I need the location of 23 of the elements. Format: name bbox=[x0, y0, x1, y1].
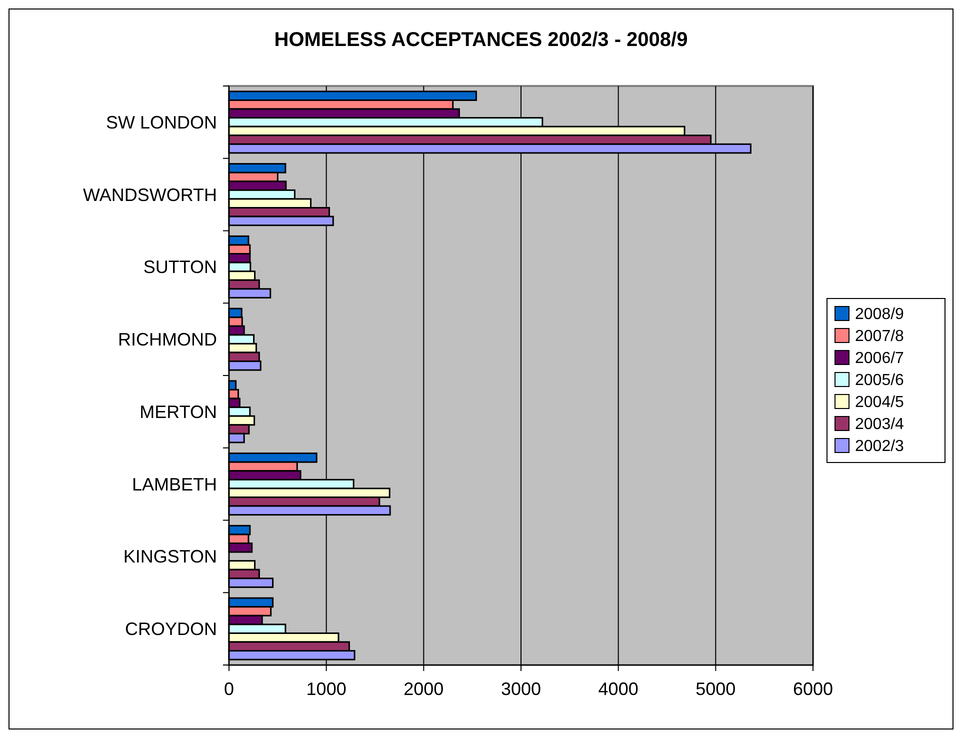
legend-label: 2008/9 bbox=[855, 306, 904, 324]
legend-label: 2004/5 bbox=[855, 394, 904, 412]
x-tick-label: 5000 bbox=[696, 679, 736, 699]
y-tick-label: SUTTON bbox=[143, 257, 217, 278]
y-tick-label: SW LONDON bbox=[106, 112, 217, 132]
x-tick-label: 1000 bbox=[306, 679, 346, 699]
y-tick-label: WANDSWORTH bbox=[83, 184, 217, 205]
x-tick-label: 3000 bbox=[500, 679, 542, 699]
y-tick-label: RICHMOND bbox=[118, 330, 217, 350]
legend-label: 2007/8 bbox=[855, 328, 904, 346]
x-tick-label: 2000 bbox=[404, 679, 444, 699]
y-tick-label: LAMBETH bbox=[132, 474, 217, 494]
y-tick-label: CROYDON bbox=[124, 619, 217, 640]
y-tick-label: KINGSTON bbox=[123, 546, 217, 567]
legend-label: 2006/7 bbox=[855, 350, 904, 368]
y-tick-label: MERTON bbox=[140, 402, 217, 422]
legend-label: 2003/4 bbox=[855, 416, 904, 434]
x-tick-label: 6000 bbox=[792, 679, 834, 699]
legend-label: 2002/3 bbox=[855, 438, 904, 456]
x-tick-label: 4000 bbox=[598, 679, 638, 699]
legend-label: 2005/6 bbox=[855, 372, 904, 390]
x-tick-label: 0 bbox=[224, 679, 234, 699]
chart-title: HOMELESS ACCEPTANCES 2002/3 - 2008/9 bbox=[274, 29, 688, 51]
